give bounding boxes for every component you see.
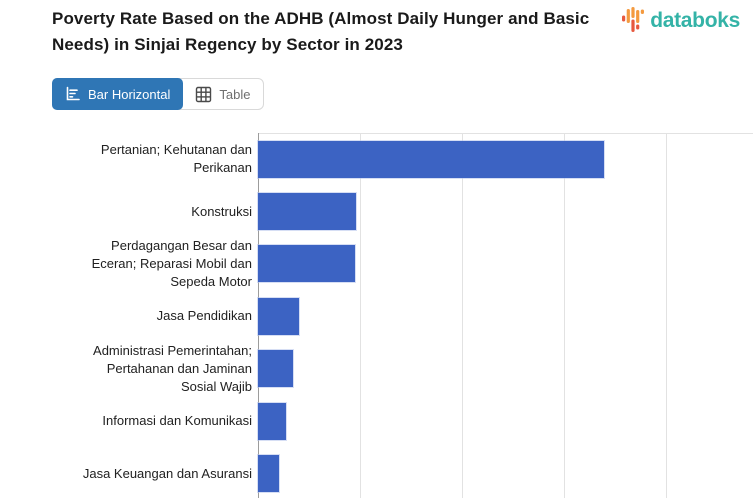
bar[interactable] xyxy=(258,140,604,178)
category-label: Informasi dan Komunikasi xyxy=(102,413,252,429)
x-gridline xyxy=(462,133,463,498)
x-gridline xyxy=(564,133,565,498)
tab-table[interactable]: Table xyxy=(182,79,263,109)
tab-bar-horizontal-label: Bar Horizontal xyxy=(88,86,171,102)
databoks-pulse-icon xyxy=(622,7,645,32)
chart-rows: Pertanian; Kehutanan dan Perikanan Konstr… xyxy=(0,133,753,498)
category-label: Administrasi Pemerintahan; Pertahanan da… xyxy=(93,342,252,394)
bar-horizontal-chart-icon xyxy=(66,86,80,101)
chart-row: Konstruksi xyxy=(0,185,753,237)
tab-bar-horizontal[interactable]: Bar Horizontal xyxy=(52,78,184,110)
category-label: Jasa Keuangan dan Asuransi xyxy=(82,465,252,481)
chart-row: Administrasi Pemerintahan; Pertahanan da… xyxy=(0,343,753,395)
databoks-logo[interactable]: databoks xyxy=(622,7,740,34)
bar[interactable] xyxy=(258,402,286,440)
category-label: Pertanian; Kehutanan dan Perikanan xyxy=(100,142,252,176)
category-label: Konstruksi xyxy=(191,203,252,219)
chart-row: Perdagangan Besar dan Eceran; Reparasi M… xyxy=(0,238,753,290)
tab-table-label: Table xyxy=(219,86,251,102)
page-title: Poverty Rate Based on the ADHB (Almost D… xyxy=(52,9,590,54)
bar[interactable] xyxy=(258,297,299,335)
bar[interactable] xyxy=(258,193,356,231)
table-grid-icon xyxy=(196,86,212,102)
chart-row: Informasi dan Komunikasi xyxy=(0,395,753,447)
bar[interactable] xyxy=(258,350,293,388)
chart-row: Jasa Pendidikan xyxy=(0,290,753,342)
bar[interactable] xyxy=(258,245,355,283)
chart-row: Jasa Keuangan dan Asuransi xyxy=(0,447,753,498)
x-gridline xyxy=(666,133,667,498)
chart-row: Pertanian; Kehutanan dan Perikanan xyxy=(0,133,753,185)
category-label: Jasa Pendidikan xyxy=(156,308,252,324)
chart-type-toggle: Bar Horizontal Table xyxy=(52,78,265,110)
bar-chart: Pertanian; Kehutanan dan Perikanan Konstr… xyxy=(0,133,753,498)
bar[interactable] xyxy=(258,455,280,493)
databoks-logo-text: databoks xyxy=(650,8,740,32)
plot-top-border xyxy=(258,133,753,134)
x-gridline xyxy=(360,133,361,498)
category-label: Perdagangan Besar dan Eceran; Reparasi M… xyxy=(91,237,252,289)
